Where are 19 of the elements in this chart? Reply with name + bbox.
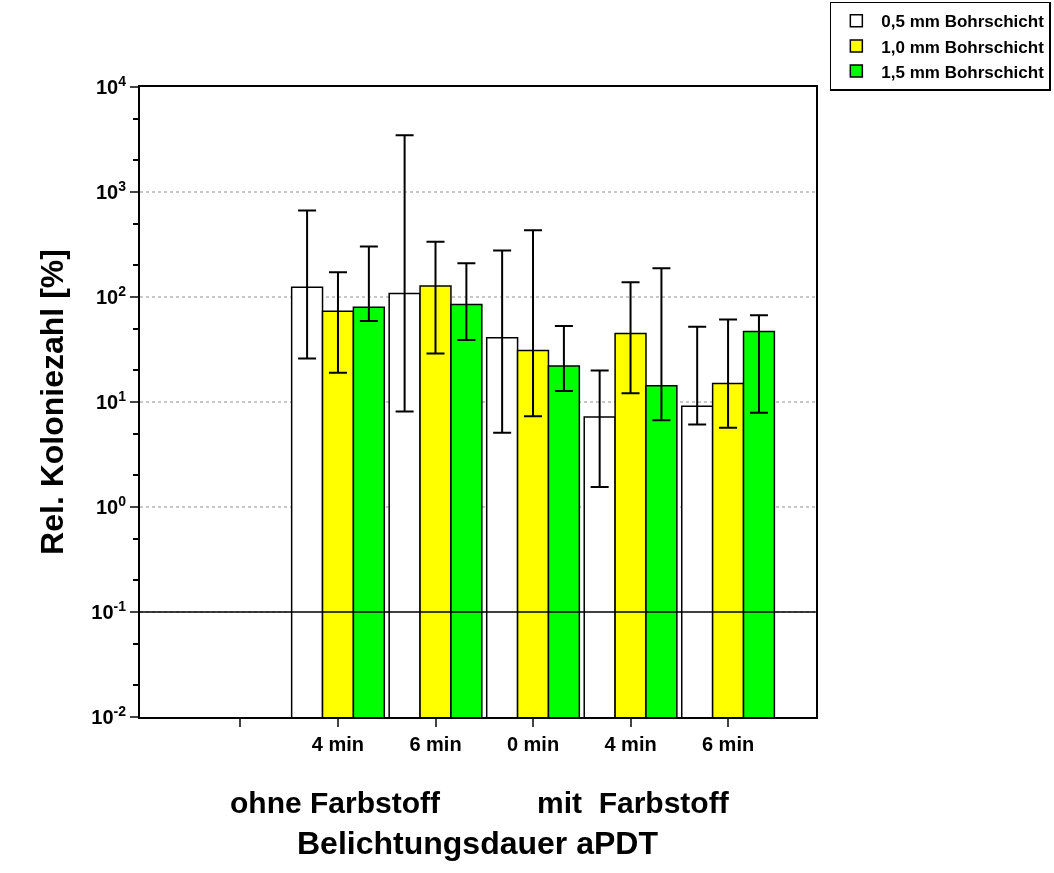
y-tick-label: 10$^{4}$ xyxy=(95,72,127,98)
x-tick-label: 0 min xyxy=(506,733,560,755)
x-tick-label: 4 min xyxy=(604,733,657,755)
legend-label: 1,0 mm Bohrschicht xyxy=(881,37,1045,57)
y-tick-label: 10$^{-1}$ xyxy=(91,597,127,623)
legend-label: 0,5 mm Bohrschicht xyxy=(881,12,1045,32)
text: mit Farbstoff xyxy=(537,786,730,819)
y-tick-label: 10$^{-2}$ xyxy=(91,702,127,728)
y-tick-label: 10$^{1}$ xyxy=(95,387,127,413)
x-tick-label: 6 min xyxy=(701,733,755,755)
y-tick-label: 10$^{2}$ xyxy=(95,282,127,308)
legend-label: 1,5 mm Bohrschicht xyxy=(881,62,1045,82)
y-axis-title: Rel. Koloniezahl [%] xyxy=(34,249,71,555)
x-axis-title: Belichtungsdauer aPDT xyxy=(297,825,659,861)
x-tick-label: 4 min xyxy=(311,733,365,755)
y-tick-label: 10$^{3}$ xyxy=(95,177,127,203)
x-tick-label: 6 min xyxy=(409,733,462,755)
text: ohne Farbstoff xyxy=(230,786,441,819)
y-tick-label: 10$^{0}$ xyxy=(95,492,127,518)
